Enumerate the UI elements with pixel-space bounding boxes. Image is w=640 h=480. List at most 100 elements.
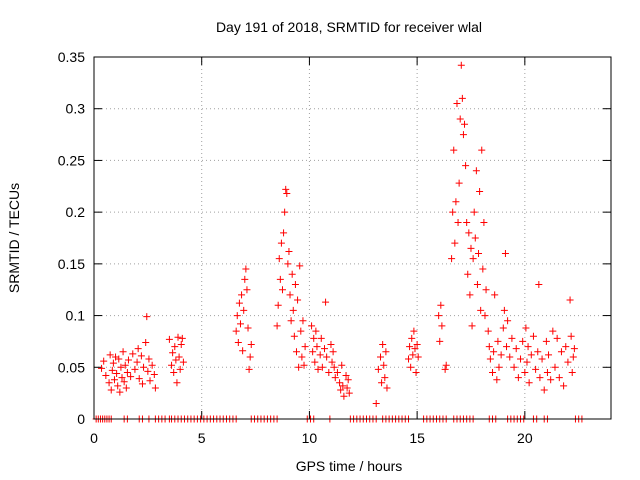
data-point bbox=[503, 343, 511, 351]
data-point bbox=[244, 324, 252, 332]
data-point bbox=[146, 377, 154, 385]
data-point bbox=[115, 355, 123, 363]
data-point bbox=[288, 270, 296, 278]
data-point bbox=[119, 348, 127, 356]
data-point bbox=[245, 365, 253, 373]
data-point bbox=[538, 355, 546, 363]
data-point bbox=[450, 146, 458, 154]
data-point bbox=[178, 334, 186, 342]
data-point bbox=[273, 322, 281, 330]
data-point bbox=[463, 218, 471, 226]
data-point bbox=[241, 275, 249, 283]
data-point bbox=[506, 353, 514, 361]
data-point bbox=[172, 356, 180, 364]
data-point bbox=[501, 250, 509, 258]
data-point bbox=[301, 343, 309, 351]
data-point bbox=[566, 296, 574, 304]
data-point bbox=[436, 337, 444, 345]
data-point bbox=[527, 351, 535, 359]
data-point bbox=[534, 348, 542, 356]
data-point bbox=[383, 384, 391, 392]
data-point bbox=[247, 341, 255, 349]
data-point bbox=[519, 337, 527, 345]
data-point bbox=[564, 358, 572, 366]
data-point bbox=[286, 291, 294, 299]
data-point bbox=[495, 363, 503, 371]
data-point bbox=[322, 298, 330, 306]
data-point bbox=[171, 343, 179, 351]
data-point bbox=[308, 322, 316, 330]
data-point bbox=[491, 291, 499, 299]
data-point bbox=[327, 341, 335, 349]
data-point bbox=[278, 286, 286, 294]
data-point bbox=[379, 341, 387, 349]
data-point bbox=[410, 327, 418, 335]
y-tick-label: 0.1 bbox=[66, 308, 86, 324]
data-point bbox=[499, 324, 507, 332]
data-point bbox=[451, 239, 459, 247]
data-point bbox=[165, 335, 173, 343]
data-point bbox=[435, 312, 443, 320]
x-tick-label: 0 bbox=[90, 430, 98, 446]
data-point bbox=[142, 338, 150, 346]
data-point bbox=[311, 358, 319, 366]
data-point bbox=[98, 364, 106, 372]
data-point bbox=[108, 366, 116, 374]
data-point bbox=[298, 353, 306, 361]
data-point bbox=[291, 281, 299, 289]
data-point bbox=[340, 392, 348, 400]
data-point bbox=[140, 363, 148, 371]
data-point bbox=[240, 306, 248, 314]
data-point bbox=[299, 317, 307, 325]
data-point bbox=[113, 369, 121, 377]
data-point bbox=[150, 371, 158, 379]
plot-frame bbox=[93, 56, 612, 420]
data-point bbox=[330, 363, 338, 371]
data-point bbox=[246, 353, 254, 361]
data-point bbox=[372, 399, 380, 407]
data-point bbox=[514, 374, 522, 382]
data-point bbox=[456, 115, 464, 123]
data-point bbox=[555, 374, 563, 382]
data-point bbox=[567, 332, 575, 340]
data-point bbox=[525, 379, 533, 387]
data-point bbox=[524, 343, 532, 351]
data-point bbox=[121, 361, 129, 369]
data-point bbox=[406, 343, 414, 351]
data-point bbox=[339, 382, 347, 390]
data-point bbox=[449, 208, 457, 216]
data-point bbox=[343, 384, 351, 392]
data-point bbox=[236, 320, 244, 328]
data-point bbox=[378, 379, 386, 387]
data-point bbox=[275, 255, 283, 263]
data-point bbox=[175, 353, 183, 361]
data-point bbox=[411, 345, 419, 353]
x-tick-label: 5 bbox=[198, 430, 206, 446]
y-tick-label: 0 bbox=[77, 411, 85, 427]
data-point bbox=[129, 350, 137, 358]
data-point bbox=[234, 338, 242, 346]
data-point bbox=[120, 378, 128, 386]
data-point bbox=[135, 375, 143, 383]
data-point bbox=[243, 286, 251, 294]
data-point bbox=[461, 120, 469, 128]
data-point bbox=[242, 265, 250, 273]
data-point bbox=[553, 334, 561, 342]
data-point bbox=[568, 368, 576, 376]
data-point bbox=[114, 382, 122, 390]
data-point bbox=[235, 299, 243, 307]
data-point bbox=[282, 185, 290, 193]
data-point bbox=[313, 343, 321, 351]
data-point bbox=[480, 218, 488, 226]
data-point bbox=[543, 368, 551, 376]
data-point bbox=[414, 353, 422, 361]
data-point bbox=[133, 358, 141, 366]
data-point bbox=[551, 363, 559, 371]
data-point bbox=[317, 334, 325, 342]
data-point bbox=[486, 355, 494, 363]
data-point bbox=[570, 345, 578, 353]
data-point bbox=[238, 291, 246, 299]
data-point bbox=[323, 353, 331, 361]
data-point bbox=[437, 301, 445, 309]
